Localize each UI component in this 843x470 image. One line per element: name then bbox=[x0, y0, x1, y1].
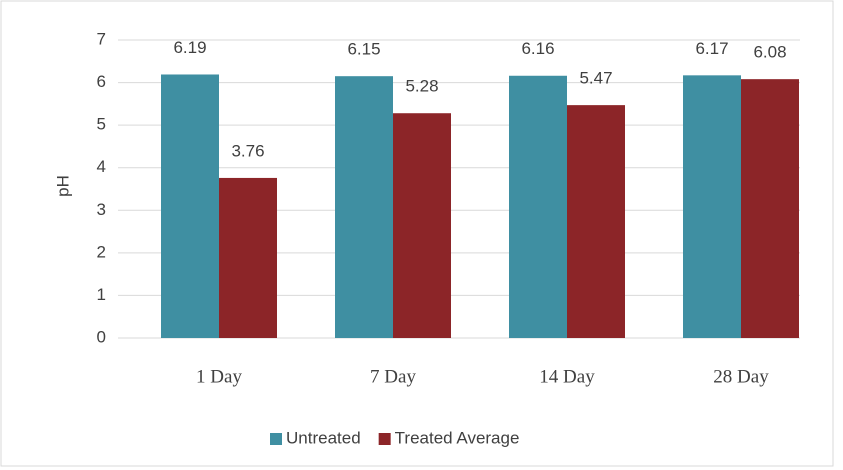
value-label: 3.76 bbox=[231, 141, 264, 160]
bar bbox=[219, 177, 277, 338]
y-tick-label: 1 bbox=[97, 285, 106, 304]
legend-label: Treated Average bbox=[395, 428, 520, 447]
bar bbox=[509, 75, 567, 338]
legend-swatch bbox=[378, 433, 391, 445]
bar bbox=[393, 113, 451, 338]
value-label: 5.47 bbox=[579, 69, 612, 88]
bar bbox=[567, 105, 625, 339]
y-tick-label: 6 bbox=[97, 72, 106, 91]
value-label: 6.17 bbox=[695, 39, 728, 58]
x-tick-label: 28 Day bbox=[713, 366, 769, 387]
value-label: 5.28 bbox=[405, 77, 438, 96]
y-tick-label: 5 bbox=[97, 115, 106, 134]
bar bbox=[161, 74, 219, 339]
bar bbox=[335, 76, 393, 338]
y-tick-label: 2 bbox=[97, 242, 106, 261]
y-tick-label: 0 bbox=[97, 327, 106, 346]
legend-label: Untreated bbox=[286, 428, 361, 447]
value-label: 6.15 bbox=[347, 40, 380, 59]
bar bbox=[741, 79, 799, 338]
bar bbox=[683, 75, 741, 338]
value-label: 6.08 bbox=[753, 43, 786, 62]
value-label: 6.19 bbox=[173, 38, 206, 57]
value-label: 6.16 bbox=[521, 39, 554, 58]
y-tick-label: 3 bbox=[97, 200, 106, 219]
x-tick-label: 1 Day bbox=[196, 366, 242, 387]
y-tick-label: 4 bbox=[97, 157, 106, 176]
y-tick-label: 7 bbox=[97, 29, 106, 48]
x-tick-label: 7 Day bbox=[370, 366, 416, 387]
legend-swatch bbox=[270, 433, 282, 445]
y-axis-label: pH bbox=[53, 175, 72, 197]
x-tick-label: 14 Day bbox=[539, 366, 595, 387]
